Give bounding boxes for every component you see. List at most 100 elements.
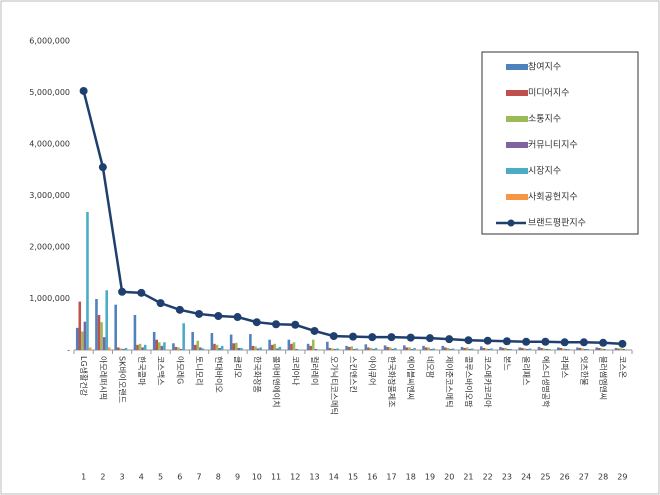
bar: [336, 348, 339, 350]
legend-label: 커뮤니티지수: [528, 140, 578, 151]
bar: [155, 339, 159, 350]
bar: [523, 348, 527, 350]
bar: [449, 348, 452, 350]
bar: [158, 342, 161, 350]
bar: [537, 346, 541, 350]
x-tick-label: 콜마비앤에이치: [272, 356, 282, 408]
bar: [268, 339, 271, 350]
line-marker: [387, 333, 396, 342]
x-tick-label: 컬러레이: [310, 356, 320, 385]
bar: [196, 340, 200, 350]
bar: [333, 348, 337, 350]
line-marker: [579, 338, 588, 347]
legend-swatch: [506, 116, 528, 122]
x-tick-label: 코스온: [618, 356, 627, 378]
bar: [83, 321, 87, 350]
category-number: 27: [579, 473, 589, 482]
x-tick-label: SK바이오랜드: [118, 356, 128, 403]
bar: [107, 347, 111, 350]
bar: [581, 348, 584, 350]
bar: [290, 343, 293, 350]
bar: [372, 348, 375, 350]
bar: [270, 344, 274, 350]
legend-swatch: [506, 64, 528, 70]
bar: [547, 348, 551, 350]
category-number: 9: [235, 473, 240, 482]
bar: [331, 348, 334, 350]
category-number: 18: [406, 473, 416, 482]
x-tick-label: 클리오: [233, 356, 242, 378]
bar: [215, 344, 219, 350]
bar: [405, 347, 409, 350]
bar: [213, 343, 216, 350]
line-marker: [618, 339, 627, 348]
line-marker: [156, 299, 165, 308]
bar: [276, 348, 279, 350]
bar: [429, 348, 433, 350]
bar: [122, 348, 125, 350]
bar: [314, 348, 318, 350]
bar: [259, 347, 262, 350]
bar: [182, 323, 185, 350]
category-number: 10: [252, 473, 262, 482]
bar: [191, 331, 194, 350]
line-marker: [175, 305, 184, 314]
y-tick-label: 3,000,000: [29, 191, 70, 200]
bar: [471, 348, 474, 350]
bar: [311, 339, 315, 350]
line-marker: [445, 335, 454, 344]
y-tick-label: -: [67, 346, 70, 355]
bar: [526, 348, 529, 350]
bar: [292, 342, 296, 350]
y-tick-label: 1,000,000: [29, 294, 70, 303]
legend-swatch: [507, 219, 515, 227]
x-tick-label: 본느: [502, 356, 511, 371]
category-number: 2: [100, 473, 105, 482]
bar: [374, 347, 378, 350]
category-number: 5: [158, 473, 163, 482]
line-marker: [252, 318, 261, 327]
x-tick-label: LG생활건강: [79, 356, 89, 397]
line-marker: [118, 287, 127, 296]
line-marker: [349, 332, 357, 341]
x-tick-label: 한국화장품: [252, 356, 262, 393]
bar: [441, 345, 445, 350]
bar: [78, 301, 82, 350]
bar: [355, 348, 359, 350]
x-tick-label: 제이준코스메틱: [445, 356, 455, 408]
line-marker: [541, 337, 550, 346]
category-number: 17: [386, 473, 396, 482]
line-marker: [214, 312, 223, 321]
line-marker: [137, 288, 146, 297]
legend-label: 사회공헌지수: [528, 192, 578, 203]
bar: [119, 348, 123, 350]
y-tick-label: 2,000,000: [29, 243, 70, 252]
x-tick-label: 에스디생명공학: [541, 356, 551, 408]
bar: [133, 314, 137, 350]
bar: [174, 346, 178, 350]
bar: [287, 339, 291, 350]
legend-swatch: [506, 194, 528, 200]
bar: [295, 348, 298, 350]
bar: [326, 341, 329, 350]
bar: [141, 347, 144, 350]
bar: [317, 349, 320, 350]
bar: [306, 343, 310, 350]
bar: [172, 343, 175, 350]
bar: [562, 348, 565, 350]
bar: [297, 349, 301, 350]
bar: [347, 346, 351, 350]
bar: [501, 347, 505, 350]
bar: [556, 347, 560, 350]
x-tick-label: 라파스: [560, 356, 569, 378]
bar: [193, 344, 197, 350]
bar: [345, 345, 348, 350]
line-marker: [98, 163, 107, 172]
bar: [95, 299, 98, 350]
bar: [490, 348, 493, 350]
bar: [367, 347, 370, 350]
bar: [614, 347, 618, 350]
bar: [465, 347, 469, 350]
category-number: 16: [367, 473, 377, 482]
bar: [102, 337, 106, 350]
